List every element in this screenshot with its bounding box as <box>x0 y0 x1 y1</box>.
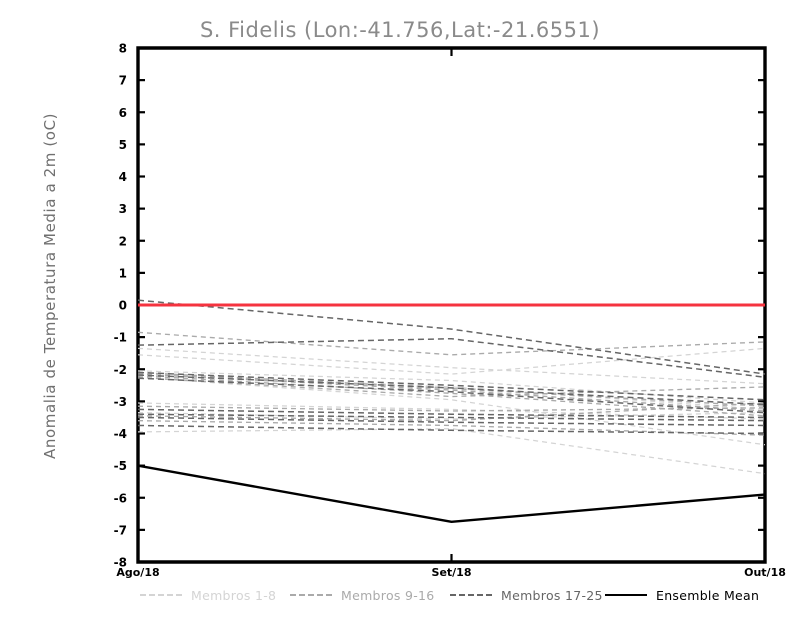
legend-swatch-icon <box>605 593 647 597</box>
member-line <box>138 373 765 411</box>
legend-label: Membros 1-8 <box>191 587 277 603</box>
member-line <box>138 347 765 385</box>
y-axis-tick-label: -6 <box>114 491 127 505</box>
y-axis-tick-label: -4 <box>114 427 127 441</box>
y-axis-tick-label: -5 <box>114 459 127 473</box>
member-line <box>138 416 765 427</box>
member-line <box>138 408 765 419</box>
legend-item[interactable]: Membros 9-16 <box>290 586 435 604</box>
member-line <box>138 347 765 375</box>
member-line <box>138 376 765 446</box>
member-line <box>138 377 765 414</box>
y-axis-tick-label: 0 <box>119 299 127 313</box>
member-line <box>138 331 765 356</box>
member-line <box>138 371 765 407</box>
member-line <box>138 411 765 420</box>
y-axis-tick-label: -8 <box>114 556 127 570</box>
chart-legend: Membros 1-8 Membros 9-16 Membros 17-25 Ense… <box>0 586 800 610</box>
member-line <box>138 413 765 422</box>
member-line <box>138 376 765 398</box>
y-axis-tick-label: 3 <box>119 202 127 216</box>
legend-swatch-icon <box>140 594 182 596</box>
member-line <box>138 299 765 375</box>
y-axis-tick-label: 5 <box>119 138 127 152</box>
legend-swatch-icon <box>290 594 332 596</box>
legend-label: Membros 17-25 <box>501 587 603 603</box>
y-axis-tick-label: -2 <box>114 363 127 377</box>
member-line <box>138 371 765 401</box>
y-axis-tick-label: 6 <box>119 106 127 120</box>
page-title: S. Fidelis (Lon:-41.756,Lat:-21.6551) <box>199 18 601 42</box>
y-axis-tick-label: -1 <box>114 331 127 345</box>
ensemble-mean-line <box>138 464 765 524</box>
series-layer <box>138 299 765 524</box>
y-axis-tick-label: 1 <box>119 266 127 280</box>
legend-label: Ensemble Mean <box>656 587 760 603</box>
legend-item[interactable]: Ensemble Mean <box>605 586 759 604</box>
legend-item[interactable]: Membros 17-25 <box>450 586 603 604</box>
y-axis-tick-label: 4 <box>119 170 127 184</box>
member-line <box>138 337 765 379</box>
member-line <box>138 424 765 435</box>
x-axis-tick-label: Ago/18 <box>116 566 159 579</box>
x-axis-tick-label: Set/18 <box>432 566 472 579</box>
member-line <box>138 374 765 406</box>
legend-swatch-icon <box>450 594 492 596</box>
member-line <box>138 373 765 412</box>
legend-label: Membros 9-16 <box>341 587 435 603</box>
member-line <box>138 402 765 422</box>
y-axis-tick-label: -3 <box>114 395 127 409</box>
y-axis-tick-label: 7 <box>119 74 127 88</box>
y-axis-tick-label: -7 <box>114 523 127 537</box>
y-axis-tick-label: 2 <box>119 234 127 248</box>
y-axis-tick-label: 8 <box>119 42 127 56</box>
member-line <box>138 428 765 475</box>
legend-item[interactable]: Membros 1-8 <box>140 586 276 604</box>
x-axis-tick-label: Out/18 <box>744 566 786 579</box>
